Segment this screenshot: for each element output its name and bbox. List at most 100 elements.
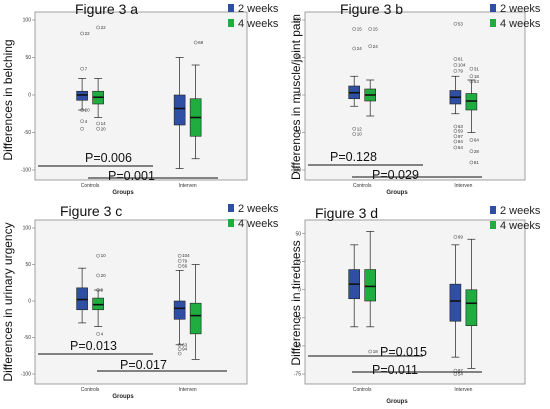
outlier-label: 56: [182, 263, 188, 268]
outlier-label: 94: [182, 347, 188, 352]
outlier-label: 64: [474, 138, 480, 143]
outlier-point: [177, 264, 182, 268]
outlier-label: 12: [357, 126, 363, 131]
y-tick-label: 0: [298, 287, 301, 293]
y-tick-label: -100: [21, 372, 31, 378]
outlier-label: 104: [182, 253, 190, 258]
legend-swatch: [228, 204, 234, 212]
y-axis-title: Differences in urinary urgency: [1, 222, 15, 381]
outlier-label: 15: [357, 27, 363, 32]
outlier-label: 10: [357, 132, 363, 137]
outlier-label: 18: [474, 74, 480, 79]
outlier-point: [352, 27, 357, 31]
outlier-label: 53: [458, 21, 464, 26]
box-2-weeks-controls: [76, 267, 88, 324]
plot-frame: [34, 11, 248, 181]
outlier-label: 69: [458, 234, 464, 239]
y-tick-label: -50: [24, 130, 31, 136]
legend-swatch: [228, 219, 234, 227]
outlier-label: 61: [458, 57, 464, 62]
outlier-label: 24: [373, 44, 379, 49]
outlier-label: 63: [182, 342, 188, 347]
panel-title: Figure 3 c: [60, 203, 122, 219]
x-axis-title: Groups: [386, 190, 408, 196]
x-category-label: Interven: [454, 183, 472, 189]
y-tick-label: 50: [295, 231, 301, 237]
x-axis-title: Groups: [112, 190, 134, 196]
outlier-label: 20: [101, 273, 107, 278]
y-tick-label: 50: [25, 262, 31, 268]
box-body: [173, 300, 186, 320]
box-4-weeks-controls: 10 20 9 4: [92, 253, 107, 336]
y-axis-title: Differences in tiredness: [289, 240, 303, 365]
outlier-point: [368, 44, 373, 49]
y-tick-label: 50: [25, 55, 31, 61]
outlier-label: 22: [101, 25, 107, 30]
legend-swatch: [228, 19, 234, 27]
legend-label: 4 weeks: [500, 18, 541, 30]
p-value-label: P=0.001: [108, 169, 155, 183]
legend-label: 2 weeks: [238, 203, 279, 215]
x-category-label: Controls: [81, 183, 100, 189]
outlier-label: 79: [182, 258, 188, 263]
outlier-label: 63: [458, 124, 464, 129]
box-4-weeks-controls: 18: [364, 231, 379, 354]
y-tick-label: -50: [24, 335, 31, 341]
y-tick-label: -75: [294, 372, 301, 378]
outlier-point: [177, 259, 182, 263]
legend-label: 4 weeks: [238, 218, 279, 230]
outlier-label: 20: [85, 108, 91, 113]
panel-title: Figure 3 b: [340, 1, 403, 17]
outlier-point: [453, 145, 458, 150]
y-tick-label: -50: [294, 130, 301, 136]
y-tick-label: -25: [294, 316, 301, 322]
x-axis-title: Groups: [112, 394, 134, 400]
outlier-point: [96, 25, 100, 30]
box-2-weeks-controls: 22 7 20 4: [76, 31, 91, 131]
p-value-label: P=0.013: [70, 339, 117, 353]
outlier-label: 22: [85, 31, 91, 36]
p-value-label: P=0.015: [380, 345, 427, 359]
box-2-weeks-interven: [173, 57, 186, 169]
legend-swatch: [490, 206, 496, 214]
panel-title: Figure 3 a: [75, 1, 138, 17]
outlier-point: [177, 351, 182, 356]
x-category-label: Interven: [179, 183, 197, 189]
outlier-label: 28: [474, 149, 480, 154]
legend-swatch: [490, 19, 496, 27]
legend-swatch: [490, 4, 496, 12]
legend-label: 4 weeks: [238, 18, 279, 30]
outlier-point: [469, 66, 474, 71]
outlier-point: [352, 126, 357, 131]
legend-swatch: [490, 221, 496, 229]
outlier-point: [352, 132, 357, 136]
outlier-point: [80, 31, 84, 36]
legend-swatch: [228, 4, 234, 12]
outlier-point: [453, 134, 458, 139]
outlier-label: 18: [373, 349, 379, 354]
outlier-label: 79: [458, 69, 464, 74]
outlier-label: 7: [85, 66, 88, 71]
outlier-point: [453, 139, 458, 144]
x-axis-title: Groups: [386, 399, 408, 405]
plot-frame: [304, 11, 526, 181]
outlier-point: [368, 27, 373, 31]
outlier-point: [80, 126, 84, 131]
outlier-label: 4: [85, 119, 88, 124]
plot-frame: [34, 219, 248, 385]
outlier-point: [177, 347, 182, 352]
panel-title: Figure 3 d: [315, 205, 378, 221]
x-category-label: Controls: [81, 387, 100, 393]
legend-label: 2 weeks: [238, 3, 279, 15]
outlier-label: 15: [373, 27, 379, 32]
y-tick-label: 100: [23, 226, 32, 232]
outlier-label: 81: [474, 160, 480, 165]
y-tick-label: 100: [293, 18, 302, 24]
box-2-weeks-controls: [348, 244, 361, 328]
outlier-point: [469, 138, 474, 142]
